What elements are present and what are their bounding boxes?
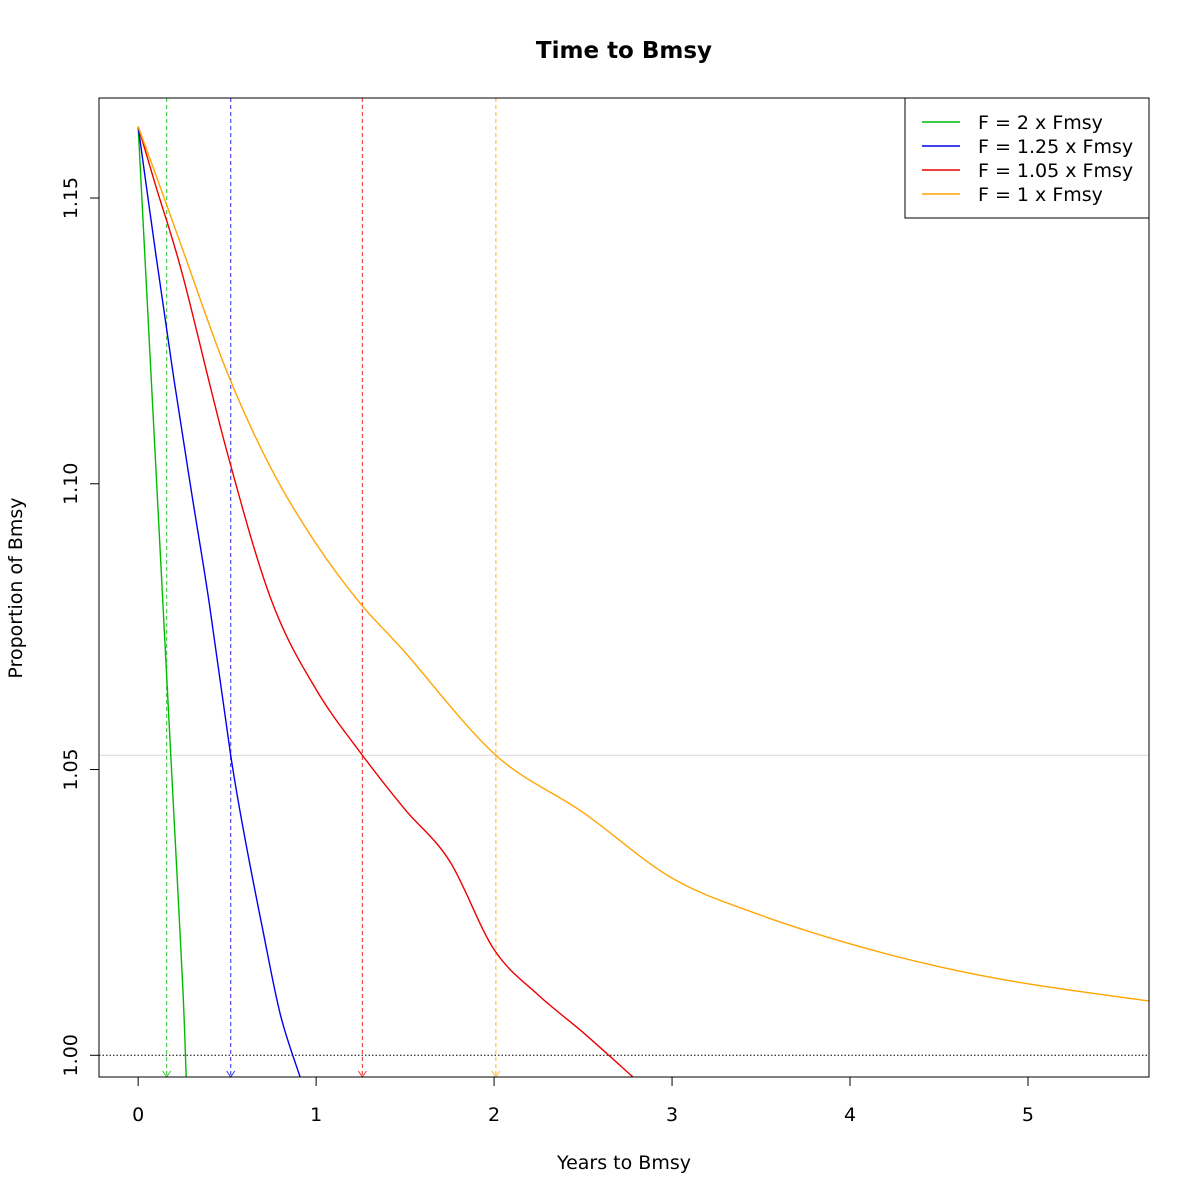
x-tick-label: 3: [666, 1104, 678, 1126]
legend-label-2: F = 1.25 x Fmsy: [978, 136, 1133, 158]
y-tick-label: 1.05: [60, 748, 82, 790]
series-line-2: [137, 126, 301, 1077]
legend-label-3: F = 1.05 x Fmsy: [978, 160, 1133, 182]
x-tick-label: 1: [310, 1104, 322, 1126]
x-tick-label: 0: [132, 1104, 144, 1126]
x-tick-label: 4: [844, 1104, 856, 1126]
x-axis-title: Years to Bmsy: [556, 1152, 691, 1174]
y-tick-label: 1.10: [60, 463, 82, 505]
legend-box: [904, 97, 1150, 219]
legend-label-4: F = 1 x Fmsy: [978, 184, 1103, 206]
y-axis-title: Proportion of Bmsy: [5, 497, 27, 678]
x-tick-label: 5: [1022, 1104, 1034, 1126]
y-tick-label: 1.15: [60, 177, 82, 219]
y-tick-label: 1.00: [60, 1034, 82, 1076]
series-line-3: [137, 126, 634, 1077]
legend-label-1: F = 2 x Fmsy: [978, 112, 1103, 134]
chart-title: Time to Bmsy: [536, 38, 712, 64]
x-tick-label: 2: [488, 1104, 500, 1126]
series-line-1: [137, 126, 187, 1077]
series-line-4: [137, 126, 1149, 1002]
plot-frame: [98, 97, 1150, 1078]
